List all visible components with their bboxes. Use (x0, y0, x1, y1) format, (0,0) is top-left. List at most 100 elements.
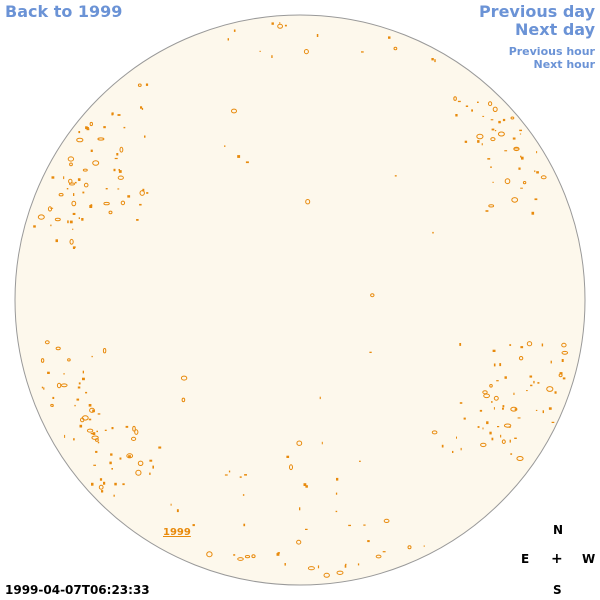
active-region-mark (74, 181, 77, 184)
active-region-mark (519, 129, 522, 132)
active-region-mark (91, 355, 93, 358)
active-region-mark (277, 552, 280, 554)
active-region-mark (97, 441, 100, 444)
active-region-mark (485, 210, 489, 212)
active-region-mark (271, 55, 273, 58)
active-region-mark (72, 228, 74, 230)
active-region-mark (113, 494, 115, 497)
active-region-mark (51, 176, 55, 179)
active-region-mark (85, 126, 88, 130)
active-region-mark (357, 563, 360, 566)
active-region-mark (69, 238, 74, 245)
active-region-mark (69, 162, 73, 167)
active-region-mark (509, 439, 511, 443)
active-region-mark (141, 107, 144, 110)
active-region-mark (503, 423, 512, 428)
active-region-mark (516, 456, 524, 461)
active-region-mark (502, 405, 505, 408)
active-region-mark (170, 503, 172, 506)
active-region-mark (490, 119, 494, 121)
active-region-mark (123, 126, 126, 129)
active-region-mark (394, 175, 397, 177)
active-region-mark (58, 193, 64, 197)
active-region-mark (158, 446, 162, 449)
active-region-mark (286, 455, 290, 458)
active-region-mark (502, 407, 504, 410)
active-region-mark (344, 564, 347, 568)
active-region-mark (271, 22, 274, 25)
active-region-mark (93, 464, 96, 466)
active-region-mark (149, 472, 151, 475)
next-hour-link[interactable]: Next hour (533, 58, 596, 71)
active-region-mark (307, 566, 315, 571)
active-region-mark (60, 383, 68, 388)
active-region-mark (520, 187, 523, 189)
active-region-mark (492, 106, 498, 113)
active-region-mark (119, 146, 124, 153)
active-region-mark (492, 349, 496, 352)
active-region-mark (489, 384, 493, 388)
back-to-year-link[interactable]: Back to 1999 (5, 2, 123, 21)
active-region-mark (383, 518, 390, 524)
observation-timestamp: 1999-04-07T06:23:33 (5, 583, 150, 597)
active-region-mark (118, 170, 122, 173)
active-region-mark (367, 540, 370, 543)
active-region-mark (488, 204, 495, 208)
active-region-mark (244, 555, 251, 559)
active-region-mark (336, 477, 339, 481)
active-region-mark (509, 344, 512, 346)
active-region-mark (369, 351, 372, 353)
compass-east: E (521, 552, 530, 566)
active-region-mark (192, 524, 195, 527)
active-region-mark (90, 433, 94, 435)
active-region-mark (105, 188, 108, 190)
active-region-mark (135, 469, 142, 476)
active-region-mark (423, 545, 425, 547)
active-region-mark (561, 342, 567, 348)
previous-day-link[interactable]: Previous day (478, 2, 595, 21)
active-region-mark (498, 120, 501, 124)
active-region-mark (319, 396, 321, 400)
active-region-mark (127, 195, 131, 198)
active-region-mark (513, 147, 520, 151)
active-region-mark (97, 413, 101, 415)
previous-hour-link[interactable]: Previous hour (508, 45, 595, 58)
active-region-mark (514, 408, 518, 411)
active-region-mark (76, 137, 84, 143)
active-region-mark (78, 382, 81, 385)
active-region-mark (83, 182, 89, 188)
active-region-mark (114, 157, 118, 160)
active-region-mark (244, 474, 247, 476)
active-region-mark (50, 207, 54, 209)
active-region-mark (530, 384, 533, 387)
active-region-mark (497, 426, 500, 428)
active-region-mark (501, 439, 506, 445)
active-region-mark (139, 203, 142, 206)
active-region-mark (132, 425, 136, 432)
active-region-mark (76, 398, 80, 401)
active-region-mark (520, 346, 524, 349)
active-region-mark (142, 188, 145, 192)
active-region-mark (496, 380, 499, 382)
year-link[interactable]: 1999 (163, 527, 191, 538)
active-region-mark (526, 341, 533, 347)
active-region-mark (504, 376, 507, 379)
active-region-mark (88, 418, 92, 421)
active-region-mark (233, 554, 236, 556)
active-region-mark (457, 100, 461, 103)
active-region-mark (504, 178, 511, 185)
sun-disk (14, 14, 586, 586)
active-region-mark (78, 131, 81, 134)
active-region-mark (245, 161, 249, 164)
active-region-mark (492, 181, 494, 183)
active-region-mark (111, 468, 113, 470)
active-region-mark (518, 167, 521, 170)
active-region-mark (561, 359, 564, 362)
active-region-mark (536, 171, 539, 174)
active-region-mark (118, 169, 120, 171)
next-day-link[interactable]: Next day (515, 20, 595, 39)
active-region-mark (499, 363, 502, 367)
active-region-mark (40, 358, 45, 363)
active-region-mark (551, 421, 555, 423)
